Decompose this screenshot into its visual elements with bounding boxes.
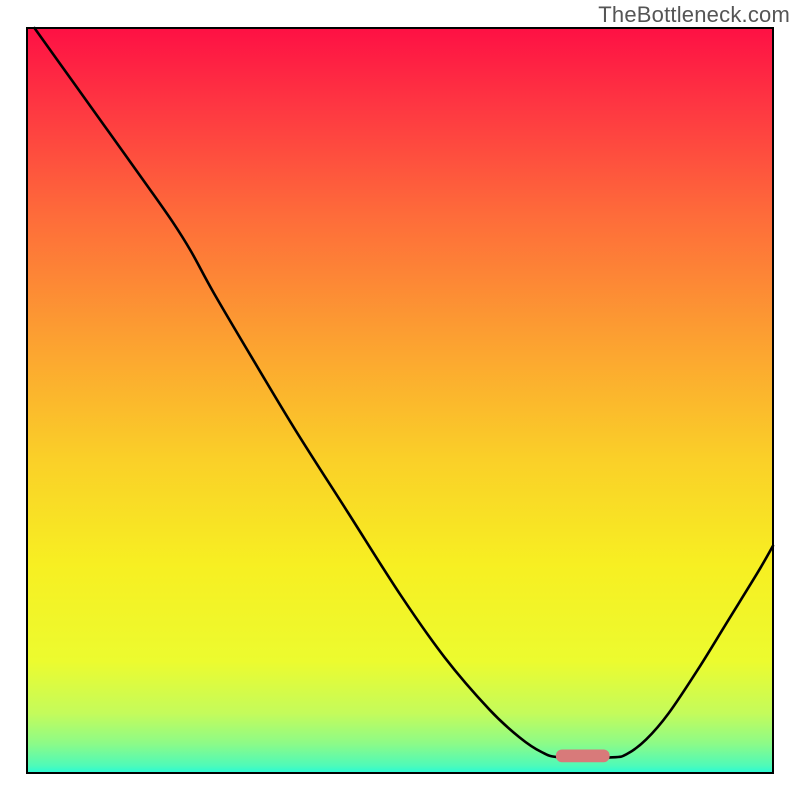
plot-area xyxy=(27,28,773,773)
trough-marker xyxy=(556,750,610,763)
chart-container: TheBottleneck.com xyxy=(0,0,800,800)
heatmap-background xyxy=(27,28,773,773)
bottleneck-chart xyxy=(0,0,800,800)
watermark-text: TheBottleneck.com xyxy=(598,2,790,28)
